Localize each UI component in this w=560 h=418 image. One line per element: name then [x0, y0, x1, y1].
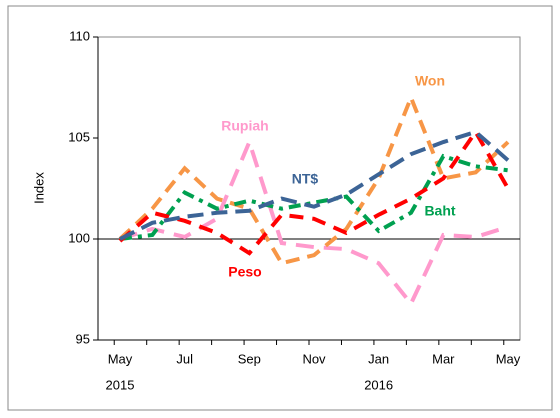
- y-tick-label: 105: [68, 129, 90, 144]
- series-label: Baht: [424, 203, 455, 219]
- y-tick-label: 95: [76, 331, 90, 346]
- series-line: [119, 153, 509, 241]
- series-label: Rupiah: [221, 118, 268, 134]
- series-line: [118, 92, 510, 266]
- series-line: [119, 136, 509, 308]
- series-line: [119, 129, 510, 241]
- x-tick-label: Jul: [176, 351, 193, 366]
- y-tick-label: 110: [69, 28, 90, 43]
- x-group-label: 2015: [106, 377, 135, 392]
- x-tick-label: Sep: [238, 351, 261, 366]
- series-line: [118, 128, 510, 256]
- y-axis-label: Index: [31, 172, 46, 204]
- x-tick-label: May: [496, 351, 521, 366]
- x-tick-label: Jan: [368, 351, 389, 366]
- series-label: Won: [415, 73, 445, 89]
- series-label: Peso: [228, 264, 261, 280]
- x-tick-label: Nov: [302, 351, 326, 366]
- x-group-label: 2016: [364, 377, 393, 392]
- series-label: NT$: [292, 171, 319, 187]
- y-tick-label: 100: [68, 230, 90, 245]
- x-tick-label: May: [108, 351, 133, 366]
- x-tick-label: Mar: [432, 351, 455, 366]
